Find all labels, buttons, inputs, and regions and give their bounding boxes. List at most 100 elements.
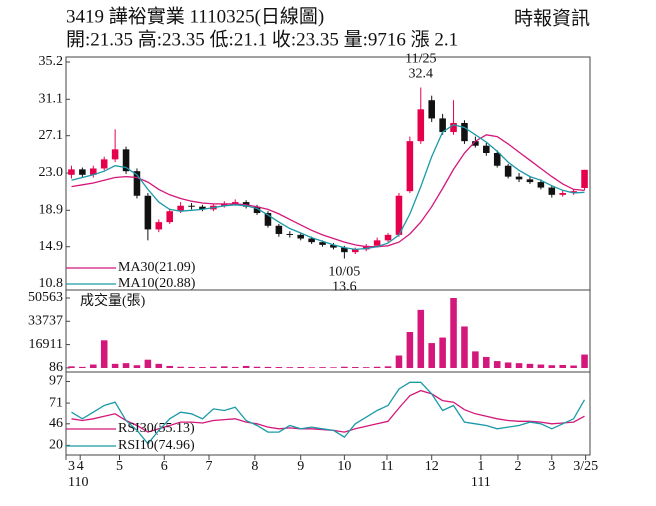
y-tick-label: 10.8 bbox=[39, 276, 64, 291]
candle-body bbox=[297, 234, 304, 239]
y-tick-label: 46 bbox=[49, 416, 63, 431]
x-tick-label: 3/25 bbox=[573, 459, 598, 474]
volume-bar bbox=[297, 367, 304, 368]
x-tick-label: 10 bbox=[337, 459, 351, 474]
volume-bar bbox=[362, 367, 370, 368]
quote-line: 開:21.35 高:23.35 低:21.1 收:23.35 量:9716 漲 … bbox=[66, 28, 458, 50]
volume-bar bbox=[90, 364, 97, 368]
candle-body bbox=[384, 234, 392, 241]
volume-bar bbox=[395, 355, 403, 368]
line bbox=[71, 134, 585, 248]
y-tick-label: 14.9 bbox=[39, 239, 64, 254]
volume-bar bbox=[373, 366, 381, 368]
legend-label: RSI10(74.96) bbox=[118, 438, 195, 453]
volume-bar bbox=[461, 326, 468, 368]
year-label: 111 bbox=[471, 475, 491, 490]
y-tick-label: 27.1 bbox=[39, 128, 64, 143]
candle-body bbox=[275, 225, 283, 234]
x-tick-label: 3 bbox=[548, 459, 555, 474]
volume-bar bbox=[352, 367, 359, 368]
y-tick-label: 35.2 bbox=[39, 54, 64, 69]
y-tick-label: 20 bbox=[49, 438, 63, 453]
x-tick-label: 3 bbox=[68, 459, 75, 474]
volume-bar bbox=[144, 359, 152, 368]
x-tick-label: 9 bbox=[297, 459, 304, 474]
x-tick-label: 1 bbox=[477, 459, 484, 474]
legend-label: MA30(21.09) bbox=[118, 260, 196, 275]
candle-body bbox=[548, 187, 556, 195]
line bbox=[71, 381, 586, 445]
volume-bar bbox=[155, 363, 163, 368]
volume-bar bbox=[286, 367, 294, 368]
volume-bar bbox=[537, 364, 545, 368]
annotation-date: 11/25 bbox=[405, 52, 436, 67]
y-tick-label: 23.0 bbox=[39, 165, 64, 180]
candle-body bbox=[188, 205, 195, 207]
candle-body bbox=[79, 169, 86, 175]
volume-bar bbox=[133, 365, 141, 368]
y-tick-label: 16911 bbox=[29, 337, 63, 352]
volume-bar bbox=[406, 332, 414, 368]
candle-body bbox=[199, 206, 206, 210]
x-tick-label: 5 bbox=[116, 459, 123, 474]
y-tick-label: 71 bbox=[49, 395, 63, 410]
volume-bar bbox=[79, 366, 86, 368]
rsi-panel bbox=[65, 371, 591, 456]
candle-body bbox=[286, 233, 294, 235]
volume-bar bbox=[177, 366, 184, 368]
annotation-value: 32.4 bbox=[409, 67, 434, 82]
volume-bar bbox=[526, 363, 534, 368]
candle-body bbox=[581, 169, 588, 189]
volume-bar bbox=[242, 365, 250, 368]
x-tick-label: 2 bbox=[514, 459, 521, 474]
volume-bar bbox=[264, 366, 272, 368]
candle-body bbox=[231, 202, 239, 204]
candle-body bbox=[133, 171, 141, 196]
candle-body bbox=[362, 245, 370, 250]
y-tick-label: 50563 bbox=[28, 290, 63, 305]
candle-body bbox=[100, 159, 108, 169]
candle-body bbox=[90, 168, 97, 175]
candle-body bbox=[264, 213, 272, 226]
candle-body bbox=[373, 240, 381, 246]
candle-body bbox=[330, 244, 337, 248]
volume-bar bbox=[199, 367, 206, 368]
volume-bar bbox=[548, 365, 556, 368]
candle-body bbox=[439, 118, 446, 133]
volume-bar bbox=[100, 340, 108, 368]
volume-bar bbox=[341, 366, 348, 368]
candle-body bbox=[493, 152, 501, 166]
y-tick-label: 86 bbox=[49, 360, 63, 375]
volume-bar bbox=[111, 363, 119, 368]
candle-body bbox=[68, 169, 75, 175]
volume-bar bbox=[122, 363, 130, 368]
candle-body bbox=[341, 247, 348, 253]
candle-body bbox=[570, 191, 577, 194]
volume-bar bbox=[504, 362, 512, 368]
candle-body bbox=[111, 149, 119, 160]
volume-bar bbox=[439, 337, 446, 368]
volume-bar bbox=[515, 363, 523, 368]
volume-bar bbox=[428, 343, 435, 368]
source: 時報資訊 bbox=[514, 7, 590, 29]
volume-bar bbox=[570, 365, 577, 368]
year-label: 110 bbox=[68, 475, 88, 490]
volume-bar bbox=[231, 366, 239, 368]
volume-bar bbox=[166, 365, 173, 368]
x-tick-label: 12 bbox=[425, 459, 439, 474]
candle-body bbox=[177, 205, 184, 212]
candle-body bbox=[319, 242, 326, 245]
volume-bar bbox=[188, 366, 195, 368]
y-tick-label: 97 bbox=[49, 374, 63, 389]
volume-bar bbox=[559, 364, 566, 368]
volume-bar bbox=[417, 309, 425, 368]
volume-bar bbox=[384, 366, 392, 368]
candle-body bbox=[428, 100, 435, 119]
candle-body bbox=[144, 195, 152, 230]
x-tick-label: 7 bbox=[206, 459, 213, 474]
candle-body bbox=[122, 149, 130, 172]
volume-bar bbox=[308, 367, 315, 368]
candle-body bbox=[515, 176, 523, 180]
x-tick-label: 8 bbox=[251, 459, 258, 474]
